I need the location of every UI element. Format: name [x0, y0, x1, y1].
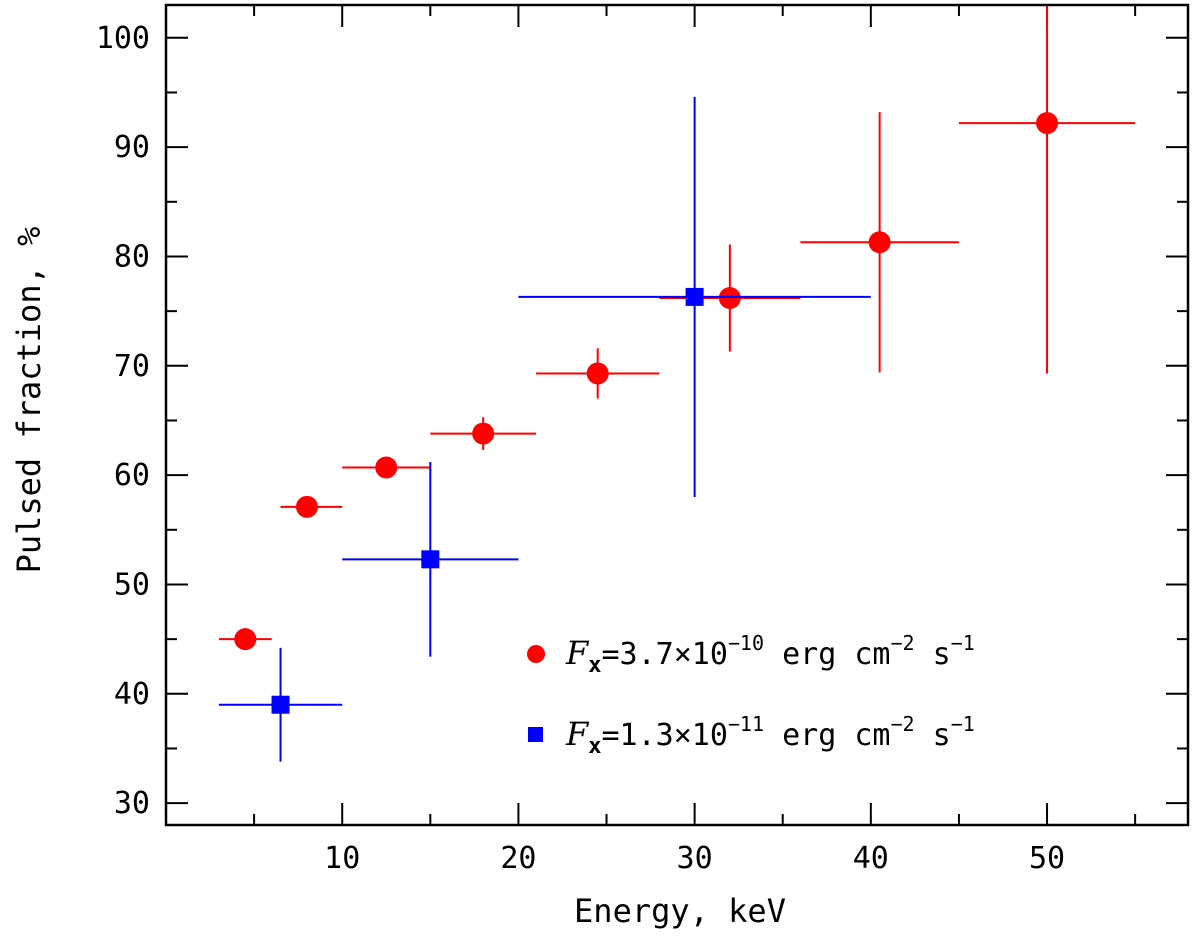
x-tick-label: 50	[1029, 841, 1065, 876]
y-axis-label: Pulsed fraction, %	[10, 227, 48, 574]
y-tick-label: 50	[114, 567, 150, 602]
tick-labels: 10 20 30 40 50 30 40 50 60 70 80 90 100	[96, 21, 1065, 876]
x-tick-label: 40	[853, 841, 889, 876]
data-point	[718, 287, 741, 310]
x-tick-label: 20	[500, 841, 536, 876]
data-point	[234, 628, 257, 651]
y-tick-label: 60	[114, 458, 150, 493]
legend-label-part: erg cm	[764, 637, 890, 672]
data-point	[421, 550, 440, 569]
y-tick-label: 40	[114, 677, 150, 712]
legend-entry: Fx=3.7×10−10 erg cm−2 s−1	[527, 631, 975, 678]
legend-label-part: x	[588, 734, 601, 759]
series-blue-squares	[218, 96, 871, 762]
legend-label-part: −1	[951, 631, 975, 655]
legend-label-part: F	[565, 634, 590, 672]
legend-label-part: =3.7×10	[601, 637, 727, 672]
data-point	[868, 231, 891, 254]
y-tick-label: 70	[114, 349, 150, 384]
x-tick-label: 30	[677, 841, 713, 876]
y-tick-label: 90	[114, 130, 150, 165]
data-point	[472, 422, 495, 445]
x-tick-label: 10	[324, 841, 360, 876]
legend: Fx=3.7×10−10 erg cm−2 s−1Fx=1.3×10−11 er…	[527, 631, 975, 759]
data-point	[685, 287, 704, 306]
series-red-circles	[218, 5, 1136, 651]
y-tick-label: 100	[96, 21, 150, 56]
legend-marker-circle	[527, 645, 545, 663]
y-tick-label: 80	[114, 239, 150, 274]
legend-label-part: erg cm	[764, 718, 890, 753]
legend-label-part: −2	[890, 631, 914, 655]
data-series	[218, 5, 1136, 762]
axis-ticks	[166, 5, 1188, 825]
legend-label-part: −2	[890, 712, 914, 736]
plot-frame	[164, 3, 1190, 827]
data-point	[586, 362, 609, 385]
data-point	[271, 695, 290, 714]
legend-label-part: s	[915, 718, 951, 753]
data-point	[295, 495, 318, 518]
legend-label-part: =1.3×10	[601, 718, 727, 753]
legend-label: Fx=3.7×10−10 erg cm−2 s−1	[565, 631, 975, 678]
legend-label-part: −10	[728, 631, 764, 655]
legend-label-part: F	[565, 715, 590, 753]
data-point	[1036, 112, 1059, 135]
legend-label-part: s	[915, 637, 951, 672]
y-tick-label: 30	[114, 786, 150, 821]
legend-label-part: x	[588, 653, 601, 678]
legend-marker-square	[528, 727, 543, 742]
legend-entry: Fx=1.3×10−11 erg cm−2 s−1	[528, 712, 975, 759]
x-axis-label: Energy, keV	[574, 892, 786, 930]
data-point	[375, 456, 398, 479]
legend-label-part: −1	[951, 712, 975, 736]
legend-label-part: −11	[728, 712, 764, 736]
legend-label: Fx=1.3×10−11 erg cm−2 s−1	[565, 712, 975, 759]
